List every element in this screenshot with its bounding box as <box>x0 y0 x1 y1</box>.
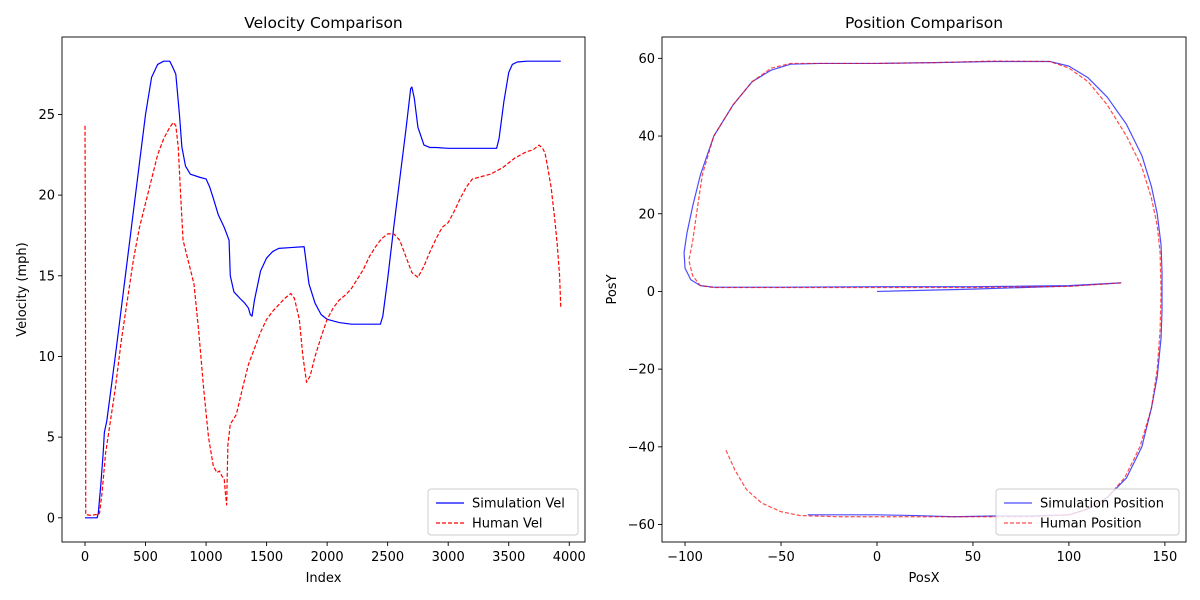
chart0-ytick-label: 5 <box>47 431 55 446</box>
chart0-legend-label: Simulation Vel <box>472 497 565 512</box>
chart1-ylabel: PosY <box>605 274 620 304</box>
chart1-series-human-position <box>688 60 1162 518</box>
chart1-ytick-label: −20 <box>628 363 655 378</box>
chart0-xtick-label: 4000 <box>553 550 586 565</box>
chart0-series-simulation-vel <box>85 60 561 519</box>
chart1-xtick-label: 150 <box>1152 550 1177 565</box>
chart1-xtick-label: −50 <box>767 550 794 565</box>
chart0-xtick-label: 2000 <box>311 550 344 565</box>
position-chart: −100 −50 0 50 100 150 −60 −40 −20 0 20 40 60 Position… <box>605 14 1187 586</box>
chart0-title: Velocity Comparison <box>244 14 403 32</box>
chart0-ytick-label: 20 <box>38 189 55 204</box>
chart0-xtick-label: 3500 <box>492 550 525 565</box>
chart0-series-human-vel <box>84 121 562 516</box>
chart1-xtick-label: 50 <box>965 550 982 565</box>
chart0-ylabel: Velocity (mph) <box>15 242 30 336</box>
chart1-legend-label: Simulation Position <box>1040 497 1164 512</box>
chart1-ytick-label: 0 <box>647 285 655 300</box>
chart1-title: Position Comparison <box>845 14 1003 32</box>
chart1-ytick-label: 60 <box>638 52 655 67</box>
chart1-xtick-label: −100 <box>667 550 703 565</box>
chart1-xtick-label: 0 <box>873 550 881 565</box>
velocity-chart: 0 500 1000 1500 2000 2500 3000 3500 4000 0 5 10 15 20… <box>15 14 586 586</box>
chart0-legend-label: Human Vel <box>472 517 543 532</box>
chart1-ytick-label: 40 <box>638 130 655 145</box>
chart0-xtick-label: 1000 <box>190 550 223 565</box>
chart0-ytick-label: 0 <box>47 511 55 526</box>
chart0-ytick-label: 25 <box>38 108 55 123</box>
chart0-xtick-label: 3000 <box>432 550 465 565</box>
chart1-series-simulation-position <box>683 60 1163 518</box>
chart1-xtick-label: 100 <box>1057 550 1082 565</box>
chart0-xtick-label: 1500 <box>250 550 283 565</box>
chart1-ytick-label: 20 <box>638 207 655 222</box>
chart0-legend: Simulation Vel Human Vel <box>427 488 579 536</box>
chart1-legend-box <box>995 488 1180 536</box>
chart1-legend-label: Human Position <box>1040 517 1142 532</box>
chart0-ytick-label: 10 <box>38 350 55 365</box>
chart1-axes-frame <box>661 36 1187 543</box>
chart0-xtick-label: 2500 <box>371 550 404 565</box>
chart0-axes-frame <box>61 36 586 543</box>
chart1-ytick-label: −40 <box>628 440 655 455</box>
chart0-legend-box <box>427 488 579 536</box>
chart1-legend: Simulation Position Human Position <box>995 488 1180 536</box>
chart0-xlabel: Index <box>306 571 342 586</box>
chart0-xtick-label: 0 <box>81 550 89 565</box>
chart0-xtick-label: 500 <box>133 550 158 565</box>
chart1-ytick-label: −60 <box>628 518 655 533</box>
chart0-ytick-label: 15 <box>38 269 55 284</box>
chart1-xlabel: PosX <box>908 571 939 586</box>
